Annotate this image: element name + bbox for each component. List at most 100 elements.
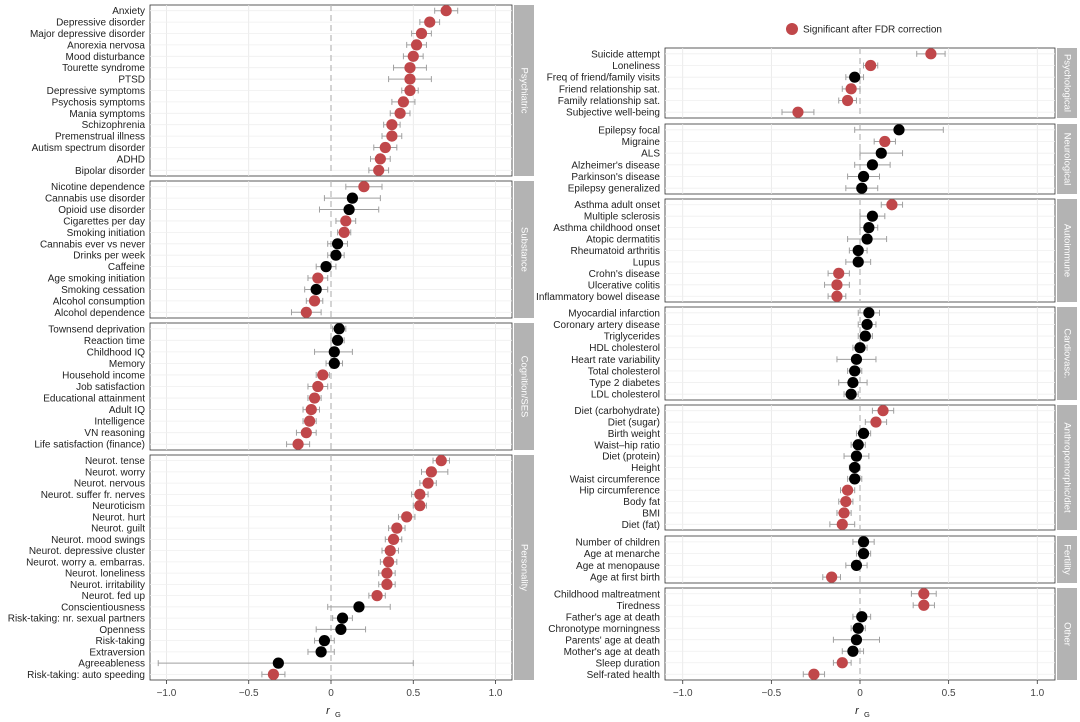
row-label-parents-age-at-death: Parents' age at death <box>565 635 660 646</box>
point-age-at-first-birth <box>826 571 838 583</box>
x-tick-label: −1.0 <box>673 688 693 699</box>
point-rheumatoid-arthritis <box>852 244 864 257</box>
facet-strip <box>1057 48 1077 118</box>
point-sleep-duration <box>836 657 848 669</box>
row-label-premenstrual-illness: Premenstrual illness <box>55 132 145 143</box>
row-label-birth-weight: Birth weight <box>608 429 660 440</box>
row-label-age-smoking-initiation: Age smoking initiation <box>48 274 145 285</box>
point-risk-taking <box>318 635 331 647</box>
panel-other: Childhood maltreatmentTirednessFather's … <box>548 587 1077 681</box>
point-epilepsy-focal <box>893 124 905 136</box>
row-label-agreeableness: Agreeableness <box>78 659 145 670</box>
point-atopic-dermatitis <box>861 233 873 245</box>
row-label-epilepsy-focal: Epilepsy focal <box>598 125 660 136</box>
point-type-2-diabetes <box>847 376 859 389</box>
point-schizophrenia <box>386 119 398 131</box>
x-tick-label: 0.5 <box>406 688 420 699</box>
point-drinks-per-week <box>330 249 342 261</box>
facet-label-personality: Personality <box>518 544 529 591</box>
point-inflammatory-bowel-disease <box>831 290 843 302</box>
row-label-depressive-symptoms: Depressive symptoms <box>47 86 145 97</box>
facet-strip <box>1057 536 1077 583</box>
x-tick-label: −0.5 <box>761 688 781 699</box>
row-label-townsend-deprivation: Townsend deprivation <box>48 324 145 335</box>
row-label-asthma-childhood-onset: Asthma childhood onset <box>553 223 660 234</box>
x-tick-label: 1.0 <box>1030 688 1044 699</box>
row-label-self-rated-health: Self-rated health <box>587 670 660 681</box>
point-neurot-mood-swings <box>387 533 400 545</box>
x-tick-label: 0 <box>857 688 863 699</box>
row-label-neurot-depressive-cluster: Neurot. depressive cluster <box>29 546 146 557</box>
point-autism-spectrum-disorder <box>379 141 391 154</box>
row-label-adhd: ADHD <box>117 154 145 165</box>
point-birth-weight <box>857 427 870 440</box>
facet-strip <box>1057 405 1077 530</box>
point-smoking-initiation <box>338 226 350 238</box>
row-label-neurot-hurt: Neurot. hurt <box>92 512 145 523</box>
row-label-vn-reasoning: VN reasoning <box>84 428 145 439</box>
point-family-relationship-sat <box>841 94 854 107</box>
row-label-als: ALS <box>641 149 660 160</box>
point-major-depressive-disorder <box>415 27 428 40</box>
point-suicide-attempt <box>925 48 937 60</box>
row-label-epilepsy-generalized: Epilepsy generalized <box>568 184 660 195</box>
facet-label-cardiovasc: Cardiovasc. <box>1061 328 1072 378</box>
row-label-bipolar-disorder: Bipolar disorder <box>75 166 146 177</box>
point-neuroticism <box>414 500 426 512</box>
row-label-ptsd: PTSD <box>118 75 145 86</box>
row-label-alcohol-consumption: Alcohol consumption <box>53 296 145 307</box>
point-self-rated-health <box>808 668 820 680</box>
row-label-smoking-cessation: Smoking cessation <box>61 285 145 296</box>
row-label-myocardial-infarction: Myocardial infarction <box>568 308 660 319</box>
point-height <box>849 461 861 474</box>
point-bmi <box>838 507 850 519</box>
row-label-anxiety: Anxiety <box>112 6 145 17</box>
point-loneliness <box>865 59 877 72</box>
row-label-nicotine-dependence: Nicotine dependence <box>51 182 145 193</box>
row-label-smoking-initiation: Smoking initiation <box>67 228 145 239</box>
row-label-heart-rate-variability: Heart rate variability <box>571 355 660 366</box>
row-label-family-relationship-sat: Family relationship sat. <box>558 96 660 107</box>
row-label-neurot-worry-a-embarras: Neurot. worry a. embarras. <box>26 557 145 568</box>
row-label-multiple-sclerosis: Multiple sclerosis <box>584 212 660 223</box>
point-diet-carbohydrate <box>877 405 889 417</box>
x-axis-label-subscript: G <box>335 710 341 719</box>
point-mood-disturbance <box>407 50 419 62</box>
row-label-triglycerides: Triglycerides <box>604 332 660 343</box>
row-label-anorexia-nervosa: Anorexia nervosa <box>67 40 145 51</box>
point-hip-circumference <box>841 484 854 496</box>
point-memory <box>328 357 340 370</box>
row-label-age-at-menarche: Age at menarche <box>584 549 661 560</box>
point-lupus <box>852 256 864 268</box>
row-label-father-s-age-at-death: Father's age at death <box>566 612 660 623</box>
row-label-diet-protein: Diet (protein) <box>602 452 660 463</box>
row-label-age-at-first-birth: Age at first birth <box>590 573 660 584</box>
point-agreeableness <box>272 657 284 669</box>
point-friend-relationship-sat <box>845 83 857 95</box>
row-label-memory: Memory <box>109 359 145 370</box>
row-label-neuroticism: Neuroticism <box>92 501 145 512</box>
point-neurot-hurt <box>401 511 413 523</box>
row-label-cannabis-use-disorder: Cannabis use disorder <box>45 194 146 205</box>
point-triglycerides <box>859 330 871 342</box>
point-anorexia-nervosa <box>410 39 423 51</box>
point-asthma-childhood-onset <box>863 222 875 234</box>
row-label-household-income: Household income <box>62 370 145 381</box>
point-mania-symptoms <box>394 107 406 119</box>
row-label-friend-relationship-sat: Friend relationship sat. <box>559 84 660 95</box>
row-label-diet-sugar: Diet (sugar) <box>608 418 660 429</box>
point-childhood-maltreatment <box>918 588 930 600</box>
row-label-body-fat: Body fat <box>623 497 660 508</box>
facet-strip <box>514 5 534 176</box>
point-age-smoking-initiation <box>312 272 324 284</box>
row-label-drinks-per-week: Drinks per week <box>73 251 146 262</box>
row-label-bmi: BMI <box>642 508 660 519</box>
point-alcohol-consumption <box>308 295 321 307</box>
point-ptsd <box>404 73 416 85</box>
